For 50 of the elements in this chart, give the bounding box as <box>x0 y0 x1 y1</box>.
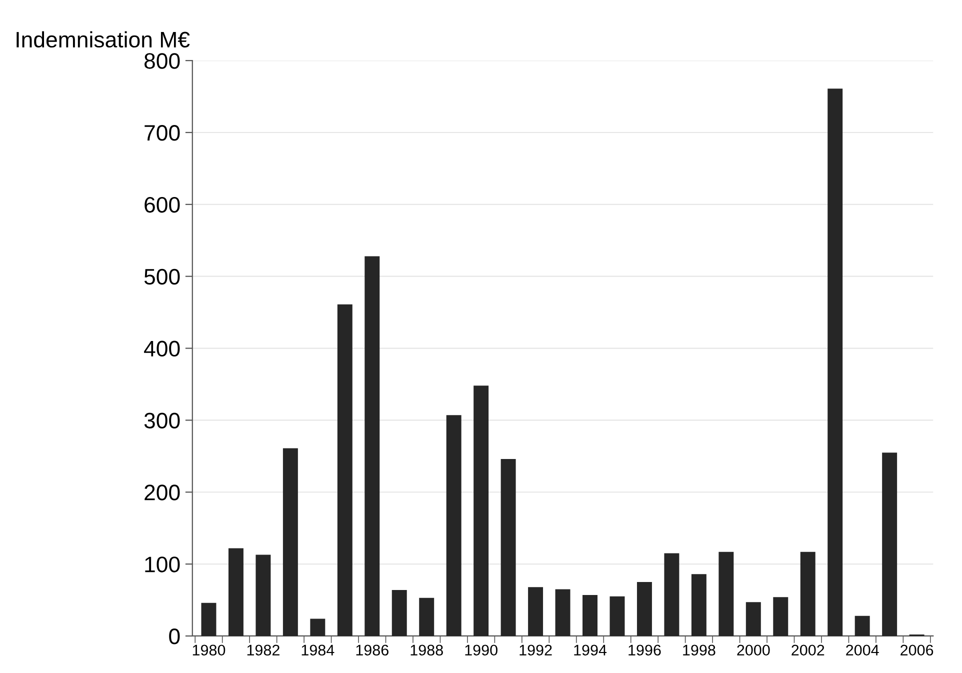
bar <box>828 88 843 636</box>
y-tick-label: 200 <box>144 484 180 500</box>
x-tick-label: 1994 <box>574 644 607 656</box>
y-tick-label: 800 <box>144 53 180 69</box>
y-tick-label: 700 <box>144 125 180 141</box>
x-tick-label: 1984 <box>302 644 334 656</box>
bar <box>256 554 271 636</box>
bar <box>882 452 898 636</box>
x-tick-label: 1998 <box>683 644 716 656</box>
bar <box>800 552 816 636</box>
bar <box>854 616 870 636</box>
bar <box>691 574 706 636</box>
y-tick-label: 0 <box>169 628 180 644</box>
bar <box>201 602 216 636</box>
y-tick-label: 600 <box>144 196 180 213</box>
x-tick-label: 1988 <box>410 644 443 656</box>
x-tick-label: 1990 <box>465 644 498 656</box>
bar <box>664 553 680 636</box>
x-tick-label: 1982 <box>247 644 280 656</box>
bar <box>337 304 352 636</box>
bar <box>364 256 380 636</box>
bar <box>474 386 489 636</box>
bar <box>310 618 326 636</box>
y-axis-title: Indemnisation M€ <box>16 31 190 48</box>
bar <box>718 552 734 636</box>
y-tick-label: 300 <box>144 412 180 428</box>
bar <box>392 590 407 636</box>
bar <box>746 602 761 636</box>
bar <box>419 598 434 636</box>
x-tick-label: 1986 <box>356 644 388 656</box>
y-tick-label: 400 <box>144 340 180 357</box>
x-tick-label: 2000 <box>737 644 770 656</box>
x-tick-label: 2004 <box>846 644 879 656</box>
bar <box>773 597 788 636</box>
y-tick-label: 500 <box>144 268 180 285</box>
x-tick-label: 2006 <box>900 644 934 656</box>
bar <box>636 582 652 636</box>
x-tick-label: 1992 <box>520 644 552 656</box>
bar <box>528 587 544 636</box>
y-tick-label: 100 <box>145 556 180 572</box>
x-tick-label: 2002 <box>792 644 824 656</box>
bar <box>555 589 570 636</box>
bar <box>610 596 625 636</box>
bar <box>446 415 462 636</box>
bar <box>228 548 244 636</box>
bar <box>282 448 298 636</box>
bar <box>500 459 516 636</box>
bar <box>582 594 598 636</box>
x-tick-label: 1996 <box>628 644 661 656</box>
x-tick-label: 1980 <box>192 644 226 656</box>
